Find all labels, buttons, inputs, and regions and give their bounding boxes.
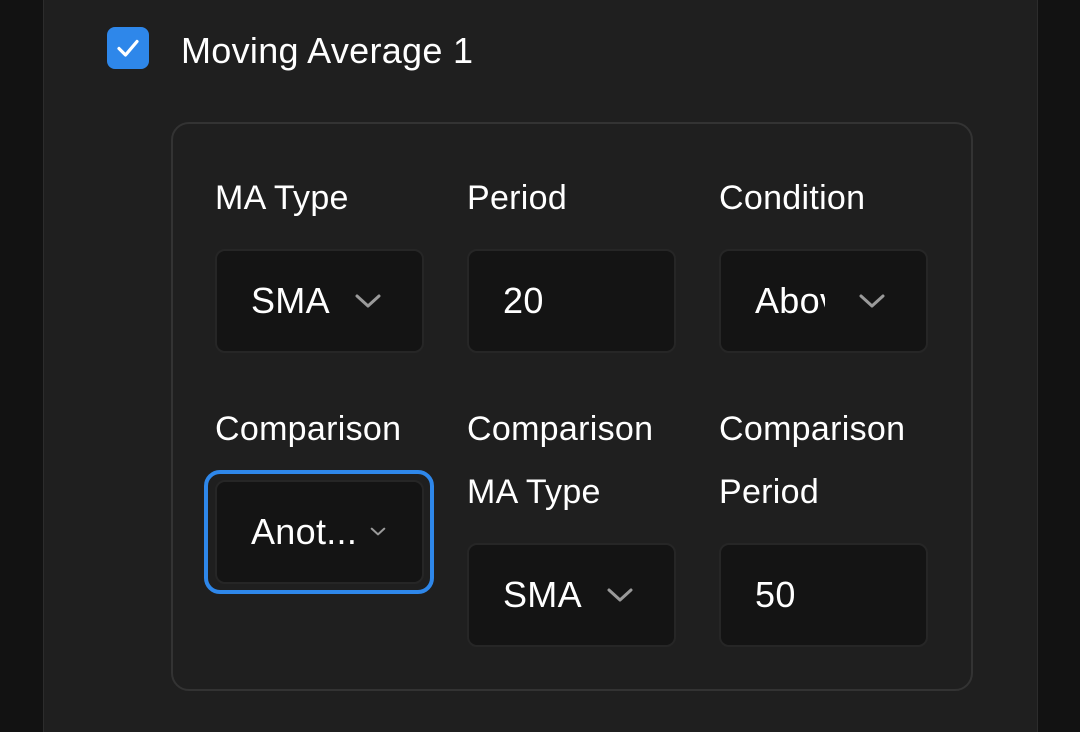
comparison-period-label: Comparison Period <box>719 410 906 511</box>
ma-type-select[interactable]: SMA <box>215 249 424 353</box>
comparison-ma-type-select[interactable]: SMA <box>467 543 676 647</box>
condition-select[interactable]: Above <box>719 249 928 353</box>
moving-average-1-checkbox[interactable] <box>107 27 149 69</box>
comparison-period-input[interactable]: 50 <box>719 543 928 647</box>
period-label: Period <box>467 179 568 217</box>
comparison-label: Comparison <box>215 410 402 448</box>
ma-type-label: MA Type <box>215 179 349 217</box>
chevron-down-icon <box>607 588 633 602</box>
period-value: 20 <box>503 280 544 321</box>
comparison-ma-type-value: SMA <box>503 574 582 615</box>
condition-value: Above <box>755 280 825 321</box>
chevron-down-icon <box>859 294 885 308</box>
comparison-period-value: 50 <box>755 574 796 615</box>
ma-type-value: SMA <box>251 280 330 321</box>
focus-ring <box>204 470 434 594</box>
period-input[interactable]: 20 <box>467 249 676 353</box>
chevron-down-icon <box>370 527 386 536</box>
check-icon <box>117 39 139 57</box>
moving-average-title: Moving Average 1 <box>181 30 474 71</box>
comparison-value: Anot... <box>251 511 357 552</box>
comparison-select[interactable]: Anot... <box>215 480 424 584</box>
chevron-down-icon <box>355 294 381 308</box>
condition-label: Condition <box>719 179 866 217</box>
comparison-ma-type-label: Comparison MA Type <box>467 410 654 511</box>
